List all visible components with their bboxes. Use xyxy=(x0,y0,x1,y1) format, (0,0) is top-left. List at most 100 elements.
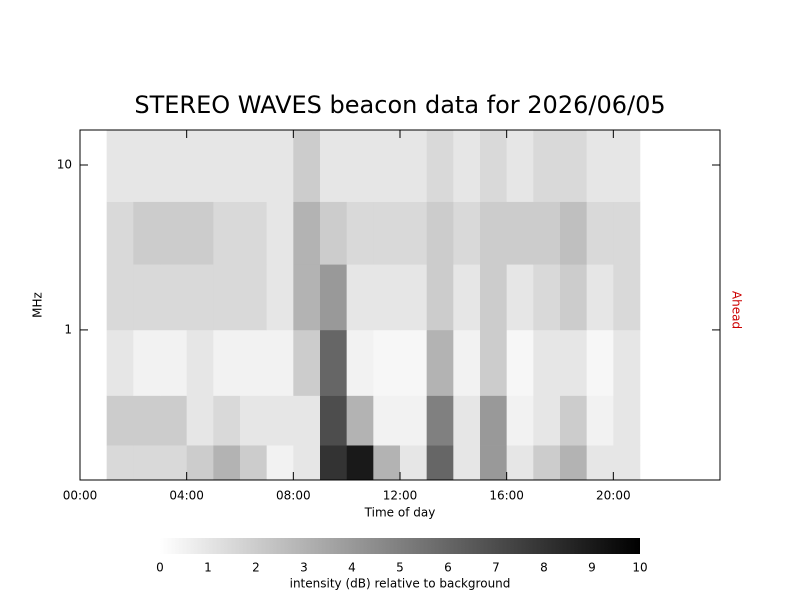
heatmap-cell xyxy=(506,201,534,265)
heatmap-cell xyxy=(186,395,214,446)
heatmap-cell xyxy=(106,264,134,331)
heatmap-cell xyxy=(293,445,321,481)
heatmap-cell xyxy=(106,329,134,396)
heatmap-cell xyxy=(293,329,321,396)
heatmap-cell xyxy=(240,201,267,265)
heatmap-cell xyxy=(586,329,614,396)
heatmap-cell xyxy=(533,130,561,202)
heatmap-cell xyxy=(346,445,374,481)
heatmap-cell xyxy=(320,445,347,481)
colorbar-tick-label: 5 xyxy=(396,561,404,575)
heatmap-cell xyxy=(106,130,134,202)
heatmap-cell xyxy=(133,201,161,265)
x-tick-label: 12:00 xyxy=(383,489,418,503)
heatmap-cell xyxy=(186,130,214,202)
heatmap-cell xyxy=(453,130,481,202)
heatmap-cell xyxy=(373,130,401,202)
heatmap-cell xyxy=(213,329,241,396)
heatmap-cell xyxy=(613,201,641,265)
heatmap-cell xyxy=(106,395,134,446)
heatmap-cell xyxy=(533,329,561,396)
heatmap-cell xyxy=(453,445,481,481)
colorbar xyxy=(160,538,640,554)
heatmap-cell xyxy=(133,445,161,481)
heatmap-cell xyxy=(586,395,614,446)
heatmap-cell xyxy=(506,395,534,446)
heatmap-cell xyxy=(560,395,587,446)
heatmap-cell xyxy=(586,130,614,202)
heatmap-cell xyxy=(453,201,481,265)
heatmap-cell xyxy=(266,201,294,265)
heatmap-cell xyxy=(266,329,294,396)
heatmap-cell xyxy=(533,395,561,446)
x-tick-label: 04:00 xyxy=(169,489,204,503)
heatmap-cell xyxy=(480,329,507,396)
heatmap-cell xyxy=(186,264,214,331)
heatmap-cell xyxy=(186,201,214,265)
heatmap-cell xyxy=(160,395,187,446)
heatmap-cell xyxy=(160,130,187,202)
heatmap-cell xyxy=(213,130,241,202)
heatmap-cell xyxy=(586,264,614,331)
x-tick-label: 08:00 xyxy=(276,489,311,503)
heatmap-cell xyxy=(213,201,241,265)
heatmap-cell xyxy=(373,395,401,446)
heatmap-cell xyxy=(533,264,561,331)
heatmap-cell xyxy=(400,329,427,396)
heatmap-cell xyxy=(320,130,347,202)
heatmap-cell xyxy=(373,264,401,331)
heatmap-cell xyxy=(320,264,347,331)
heatmap-cell xyxy=(426,395,454,446)
heatmap-cell xyxy=(426,445,454,481)
heatmap-cell xyxy=(106,445,134,481)
heatmap-cell xyxy=(400,264,427,331)
heatmap-cell xyxy=(160,329,187,396)
heatmap-cell xyxy=(186,329,214,396)
heatmap-cell xyxy=(293,395,321,446)
heatmap-cell xyxy=(453,329,481,396)
colorbar-tick-label: 6 xyxy=(444,561,452,575)
heatmap-cell xyxy=(400,130,427,202)
heatmap-cell xyxy=(506,445,534,481)
heatmap-cell xyxy=(480,201,507,265)
chart-title: STEREO WAVES beacon data for 2026/06/05 xyxy=(134,91,665,119)
heatmap-cell xyxy=(346,130,374,202)
heatmap-cell xyxy=(426,329,454,396)
heatmap-cell xyxy=(320,329,347,396)
heatmap-cell xyxy=(106,201,134,265)
heatmap-cell xyxy=(586,445,614,481)
x-tick-label: 16:00 xyxy=(489,489,524,503)
heatmap-cell xyxy=(266,130,294,202)
x-axis-label: Time of day xyxy=(364,506,436,520)
x-tick-label: 00:00 xyxy=(63,489,98,503)
right-label: Ahead xyxy=(730,291,744,329)
heatmap-cell xyxy=(293,201,321,265)
heatmap-cell xyxy=(426,130,454,202)
heatmap-cell xyxy=(426,201,454,265)
colorbar-tick-label: 10 xyxy=(632,561,647,575)
heatmap-cell xyxy=(186,445,214,481)
heatmap-cell xyxy=(133,264,161,331)
heatmap-cell xyxy=(346,395,374,446)
heatmap-cell xyxy=(613,445,641,481)
heatmap-cell xyxy=(160,201,187,265)
heatmap-cell xyxy=(160,264,187,331)
heatmap-cell xyxy=(453,395,481,446)
heatmap-cell xyxy=(266,264,294,331)
heatmap-cell xyxy=(480,395,507,446)
heatmap-cell xyxy=(480,130,507,202)
heatmap-cell xyxy=(560,329,587,396)
heatmap-cell xyxy=(373,445,401,481)
heatmap-cell xyxy=(373,329,401,396)
heatmap-cell xyxy=(506,329,534,396)
heatmap-cell xyxy=(480,445,507,481)
colorbar-label: intensity (dB) relative to background xyxy=(290,577,511,591)
heatmap-cell xyxy=(613,395,641,446)
heatmap-cell xyxy=(560,445,587,481)
heatmap-cell xyxy=(586,201,614,265)
colorbar-tick-label: 0 xyxy=(156,561,164,575)
colorbar-tick-label: 8 xyxy=(540,561,548,575)
y-tick-label: 1 xyxy=(64,322,72,336)
heatmap-cell xyxy=(320,395,347,446)
